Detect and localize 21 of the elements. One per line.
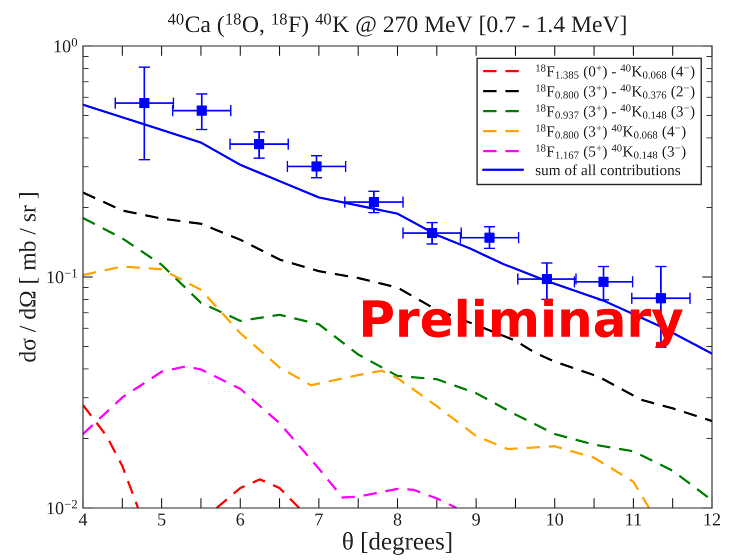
x-tick-label: 10 (547, 513, 564, 526)
chart-title: $^{40}$Ca ($^{18}$O, $^{18}$F) $^{40}$K @ 270 MeV [0.7 - 1.4 MeV] (168, 13, 626, 38)
text: $^{18}$F$_{1.167}$ (5$^{+}$) $^{40}$K$_{0.148}$ (3$^{−}$) (536, 144, 686, 160)
x-tick-label: 11 (626, 513, 641, 526)
text: $^{18}$F$_{0.800}$ (3$^{+}$) $^{40}$K$_{0.068}$ (4$^{−}$) (536, 124, 686, 140)
x-tick-label: 8 (394, 513, 402, 526)
text: $^{18}$F$_{0.937}$ (3$^{+}$) - $^{40}$K$_{0.148}$ (3$^{−}$) (536, 104, 694, 120)
x-axis-title: θ [degrees] (343, 532, 452, 555)
x-tick-label: 9 (472, 513, 480, 526)
x-tick-label: 6 (236, 513, 244, 526)
x-tick-label: 5 (158, 514, 166, 526)
y-tick-label: 10$^{−1}$ (48, 269, 77, 284)
x-tick-label: 4 (78, 514, 88, 526)
x-tick-label: 7 (316, 514, 323, 526)
y-tick-label: 10$^{−2}$ (48, 500, 77, 514)
y-tick-label: 10$^{0}$ (54, 38, 78, 52)
legend-label: sum of all contributions (536, 164, 680, 176)
text: $^{18}$F$_{0.800}$ (3$^{+}$) - $^{40}$K$_{0.376}$ (2$^{−}$) (536, 84, 694, 100)
text: $^{18}$F$_{1.385}$ (0$^{+}$) - $^{40}$K$_{0.068}$ (4$^{−}$) (536, 64, 694, 80)
y-axis-title: dσ / dΩ [ mb / sr ] (19, 193, 39, 362)
x-tick-label: 12 (704, 513, 720, 526)
